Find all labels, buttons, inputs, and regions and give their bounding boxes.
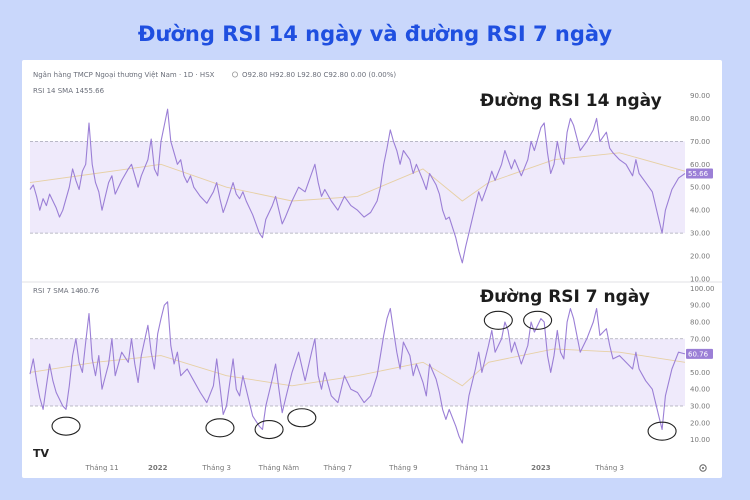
rsi7-value-tag [686, 348, 713, 359]
highlight-circle [254, 419, 284, 440]
rsi7-y-tick: 70.00 [690, 335, 710, 343]
rsi14-line [29, 108, 686, 264]
rsi7-y-tick: 20.00 [690, 419, 710, 427]
rsi-chart: Ngân hàng TMCP Ngoại thương Việt Nam · 1… [22, 71, 722, 472]
rsi14-y-tick: 70.00 [690, 138, 710, 146]
rsi7-y-tick: 100.00 [690, 285, 715, 293]
rsi7-y-tick: 40.00 [690, 386, 710, 394]
rsi7-band [30, 338, 685, 406]
rsi14-band [30, 141, 685, 234]
x-tick-label: Tháng Năm [258, 464, 300, 472]
x-tick-label: Tháng 7 [323, 464, 353, 472]
rsi14-value-tag-label: 55.66 [688, 170, 709, 178]
rsi14-annotation: Đường RSI 14 ngày [480, 91, 662, 111]
chart-card: Ngân hàng TMCP Ngoại thương Việt Nam · 1… [22, 60, 722, 478]
x-tick-label: Tháng 11 [85, 464, 119, 472]
status-dot-icon [231, 71, 238, 78]
rsi7-annotation: Đường RSI 7 ngày [480, 287, 650, 307]
rsi14-y-tick: 60.00 [690, 161, 710, 169]
rsi7-y-tick: 30.00 [690, 402, 710, 410]
rsi14-y-tick: 10.00 [690, 276, 710, 284]
rsi14-y-tick: 50.00 [690, 184, 710, 192]
x-tick-label: 2023 [531, 464, 551, 472]
rsi14-value-label: 55.66 [84, 87, 105, 95]
ohlc-readout: O92.80 H92.80 L92.80 C92.80 0.00 (0.00%) [242, 71, 396, 79]
rsi7-y-tick: 80.00 [690, 318, 710, 326]
rsi7-value-label: 60.76 [79, 287, 100, 295]
x-tick-label: Tháng 3 [594, 464, 624, 472]
highlight-circle [647, 421, 677, 441]
rsi7-panel: RSI 7 SMA 14 60.76 Đường RSI 7 ngày 100.… [29, 285, 715, 444]
rsi14-value-tag [686, 168, 713, 179]
rsi7-y-tick: 10.00 [690, 436, 710, 444]
highlight-circle [483, 310, 513, 330]
rsi14-y-tick: 80.00 [690, 115, 710, 123]
x-tick-label: Tháng 3 [201, 464, 231, 472]
highlight-circle [287, 408, 317, 428]
x-axis: Tháng 11 2022 Tháng 3 Tháng Năm Tháng 7 Tháng… [85, 464, 624, 472]
x-tick-label: 2022 [148, 464, 168, 472]
rsi14-y-tick: 30.00 [690, 230, 710, 238]
x-tick-label: Tháng 11 [455, 464, 489, 472]
rsi7-value-tag-label: 60.76 [688, 350, 709, 358]
highlight-circle [51, 416, 81, 436]
tradingview-logo: TV [33, 447, 50, 460]
highlight-circle [205, 418, 235, 438]
x-tick-label: Tháng 9 [388, 464, 418, 472]
rsi7-y-tick: 50.00 [690, 369, 710, 377]
rsi14-y-tick: 40.00 [690, 207, 710, 215]
symbol-header: Ngân hàng TMCP Ngoại thương Việt Nam · 1… [33, 71, 215, 79]
rsi14-panel: RSI 14 SMA 14 55.66 Đường RSI 14 ngày 90… [29, 87, 713, 284]
rsi7-line [29, 301, 686, 444]
rsi7-y-tick: 90.00 [690, 302, 710, 310]
page-title: Đường RSI 14 ngày và đường RSI 7 ngày [137, 22, 613, 46]
rsi14-y-tick: 90.00 [690, 92, 710, 100]
rsi14-label: RSI 14 SMA 14 [33, 87, 85, 95]
rsi14-y-tick: 20.00 [690, 253, 710, 261]
rsi7-label: RSI 7 SMA 14 [33, 287, 80, 295]
gear-icon[interactable] [699, 464, 707, 472]
highlight-circle [523, 310, 553, 330]
